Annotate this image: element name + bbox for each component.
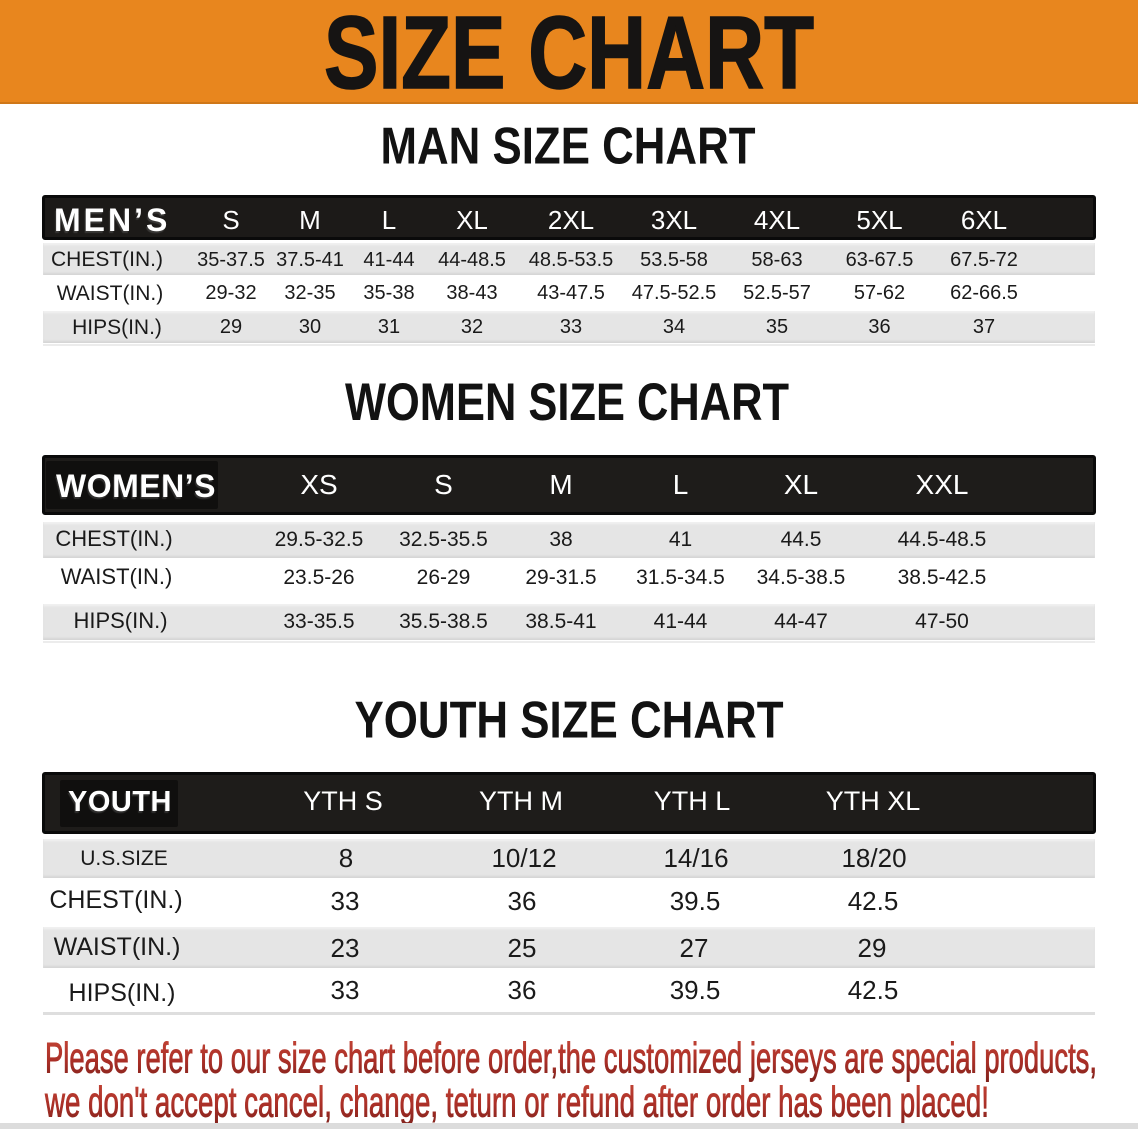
svg-text:we don't accept cancel, change: we don't accept cancel, change, teturn o… — [44, 1079, 989, 1127]
svg-text:Please refer to our size chart: Please refer to our size chart before or… — [45, 1035, 1097, 1083]
svg-text:YOUTH SIZE CHART: YOUTH SIZE CHART — [355, 692, 784, 750]
svg-text:SIZE CHART: SIZE CHART — [324, 0, 814, 110]
svg-text:MAN SIZE CHART: MAN SIZE CHART — [381, 118, 756, 176]
svg-text:WOMEN SIZE CHART: WOMEN SIZE CHART — [345, 373, 789, 432]
